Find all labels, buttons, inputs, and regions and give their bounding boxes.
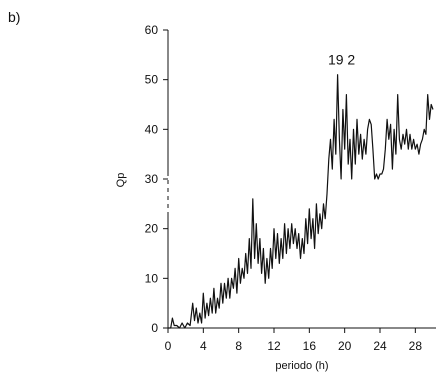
y-tick-label: 10 [145,271,159,285]
y-tick-label: 20 [145,222,159,236]
y-tick-label: 60 [145,23,159,37]
x-tick-label: 0 [165,339,172,353]
x-tick-label: 12 [267,339,281,353]
peak-annotation: 19 2 [328,52,355,68]
y-axis-title: Qp [115,173,127,188]
x-tick-label: 8 [235,339,242,353]
y-tick-label: 30 [145,172,159,186]
y-tick-label: 40 [145,122,159,136]
x-tick-label: 28 [409,339,423,353]
x-tick-label: 4 [200,339,207,353]
x-tick-label: 20 [338,339,352,353]
y-tick-label: 0 [151,321,158,335]
y-tick-label: 50 [145,73,159,87]
y-ticks: 0 10 20 30 40 50 60 [145,23,168,335]
x-tick-label: 16 [303,339,317,353]
x-tick-label: 24 [373,339,387,353]
series-line [168,74,434,329]
series-layer [168,74,434,329]
panel-label: b) [8,9,20,25]
x-axis-title: periodo (h) [275,360,328,372]
x-ticks: 0 4 8 12 16 20 24 28 [165,328,423,353]
axes [167,30,436,329]
